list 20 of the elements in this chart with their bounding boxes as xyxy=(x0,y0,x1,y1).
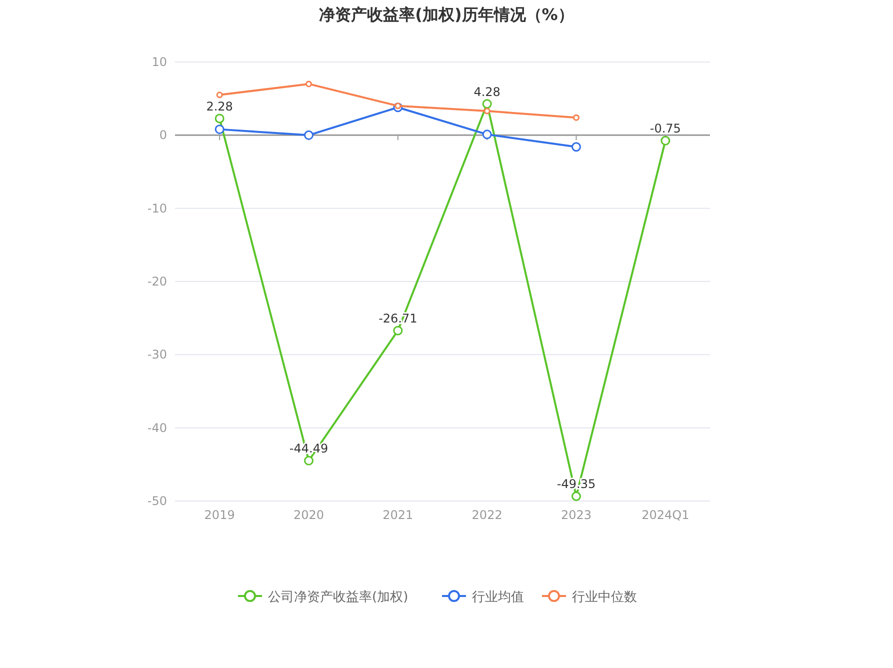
data-label: 2.28 xyxy=(206,99,233,114)
y-tick-label: -50 xyxy=(147,494,167,508)
chart-title: 净资产收益率(加权)历年情况（%） xyxy=(319,5,574,24)
y-tick-label: -10 xyxy=(147,201,167,216)
x-tick-label: 2020 xyxy=(293,508,324,522)
x-tick-label: 2023 xyxy=(560,508,592,522)
y-tick-label: -20 xyxy=(147,274,167,288)
data-label: 4.28 xyxy=(474,84,500,99)
y-tick-label: 0 xyxy=(159,128,167,142)
legend-label: 行业中位数 xyxy=(572,590,637,605)
legend-label: 公司净资产收益率(加权) xyxy=(268,589,408,605)
x-tick-label: 2021 xyxy=(382,508,414,522)
legend-label: 行业均值 xyxy=(472,590,524,605)
y-tick-label: -30 xyxy=(147,348,167,362)
x-tick-label: 2024Q1 xyxy=(642,508,690,522)
x-tick-label: 2022 xyxy=(472,508,502,522)
x-tick-label: 2019 xyxy=(204,508,235,522)
data-label: -0.75 xyxy=(650,122,681,136)
y-tick-label: -40 xyxy=(147,420,167,435)
y-tick-label: 10 xyxy=(152,55,167,69)
